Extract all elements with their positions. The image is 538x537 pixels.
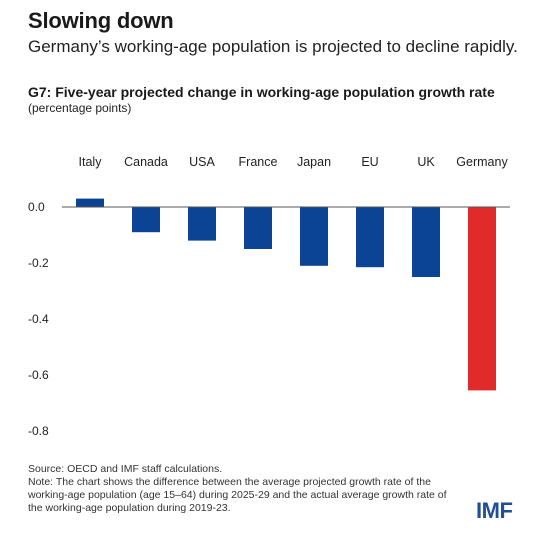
category-label-canada: Canada [124,155,168,169]
bar-chart: 0.0 -0.2 -0.4 -0.6 -0.8 Italy Canada USA France… [28,155,510,438]
bar-usa [188,207,216,241]
y-tick-label: -0.6 [28,368,49,382]
bar-italy [76,198,104,207]
bar-france [244,207,272,249]
bar-canada [132,207,160,233]
category-label-germany: Germany [456,155,508,169]
chart-units: (percentage points) [28,101,132,115]
bar-japan [300,207,328,266]
title: Slowing down [28,8,174,33]
category-label-eu: EU [361,155,378,169]
bar-uk [412,207,440,277]
chart-title: G7: Five-year projected change in workin… [28,84,495,100]
bar-germany [468,207,496,391]
category-label-france: France [239,155,278,169]
y-tick-label: -0.4 [28,312,49,326]
subtitle: Germany’s working-age population is proj… [28,37,518,56]
category-label-japan: Japan [297,155,331,169]
category-label-italy: Italy [79,155,103,169]
y-tick-label: 0.0 [28,200,45,214]
category-label-uk: UK [417,155,435,169]
category-label-usa: USA [189,155,215,169]
bar-eu [356,207,384,268]
y-tick-label: -0.8 [28,424,49,438]
source-notes: Source: OECD and IMF staff calculations.… [28,463,448,515]
y-tick-label: -0.2 [28,256,49,270]
imf-logo: IMF [476,498,513,523]
note-text: Note: The chart shows the difference bet… [28,476,447,514]
source-text: Source: OECD and IMF staff calculations. [28,463,223,475]
